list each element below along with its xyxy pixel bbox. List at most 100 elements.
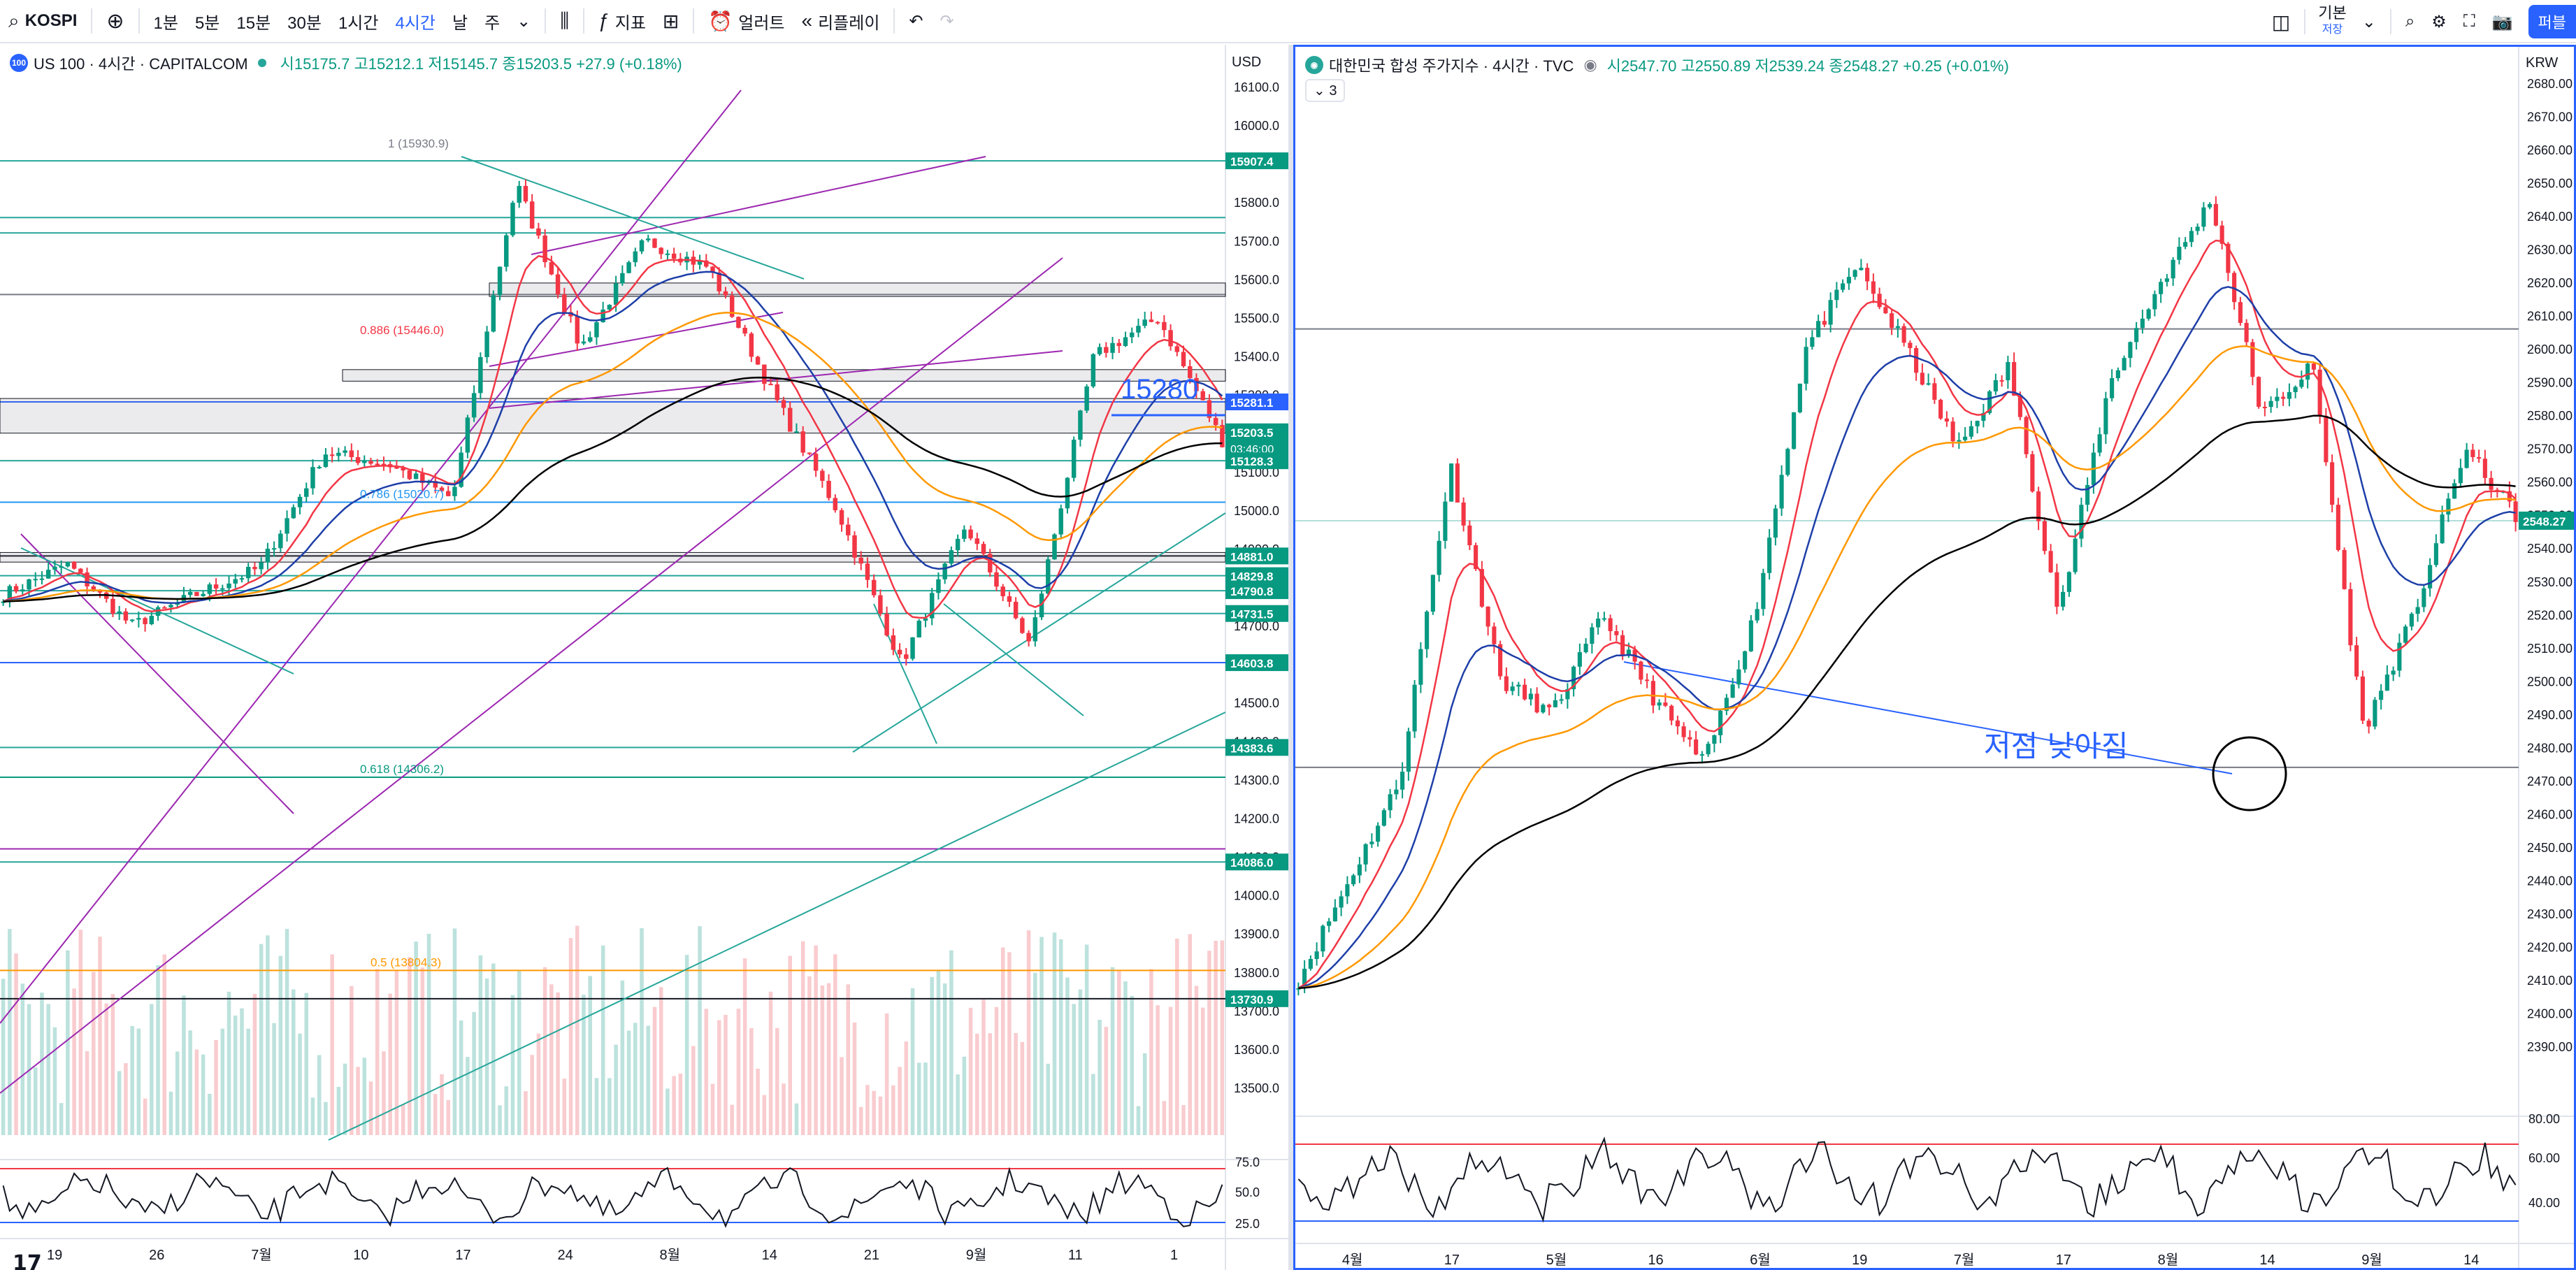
candle-body (542, 235, 547, 263)
candle-body (1834, 289, 1839, 301)
volume-bar (330, 954, 334, 1135)
volume-bar (472, 1011, 476, 1135)
lower-low-annotation: 저점 낮아짐 (1984, 729, 2129, 763)
series-title[interactable]: 대한민국 합성 주가지수 · 4시간 · TVC (1329, 57, 1574, 75)
interval-1m[interactable]: 1분 (153, 13, 178, 33)
candle-body (1583, 644, 1588, 653)
candle-body (375, 463, 380, 466)
interval-week[interactable]: 주 (484, 13, 501, 33)
time-axis-label: 26 (149, 1248, 164, 1263)
candle-body (1883, 307, 1888, 314)
candle-body (1474, 545, 1478, 570)
volume-bar (517, 971, 521, 1135)
currency-label[interactable]: USD (1232, 55, 1262, 70)
compare-button[interactable]: ⊕ (98, 0, 132, 43)
interval-1h[interactable]: 1시간 (338, 13, 379, 33)
alerts-button[interactable]: ⏰ 얼러트 (700, 0, 793, 43)
candle-body (7, 586, 13, 602)
volume-bar (678, 1074, 683, 1135)
volume-bar (833, 954, 837, 1135)
candle-body (775, 384, 780, 401)
interval-dropdown[interactable]: ⌄ (508, 0, 539, 43)
redo-button[interactable]: ↷ (932, 0, 963, 43)
currency-label[interactable]: KRW (2526, 55, 2559, 71)
candle-body (2152, 294, 2157, 310)
candle-body (1155, 322, 1160, 324)
candle-body (549, 262, 554, 275)
volume-bar (910, 988, 915, 1135)
price-tick-label: 2450.00 (2527, 841, 2573, 855)
candle-body (245, 566, 251, 579)
layout-button[interactable]: ◫ (2264, 0, 2298, 43)
legend-collapse-button[interactable]: ⌄ 3 (1305, 79, 1346, 102)
chart-pane-us100[interactable]: 100 US 100 · 4시간 · CAPITALCOM 시15175.7 고… (0, 45, 1288, 1270)
eye-icon[interactable]: ◉ (1583, 56, 1597, 73)
chart-canvas-kospi[interactable]: 2680.00 2670.00 2660.00 2650.00 2640.00 2630.… (1295, 47, 2574, 1268)
volume-bar (956, 1074, 960, 1135)
time-axis-label: 19 (1852, 1253, 1867, 1268)
candle-body (1743, 651, 1748, 670)
price-tick-label: 2600.00 (2527, 342, 2573, 356)
candle-body (1681, 726, 1686, 737)
candle-body (2244, 322, 2249, 342)
chart-canvas-us100[interactable]: 16100.016000.015900.015800.015700.015600… (0, 45, 1288, 1270)
candle-body (226, 583, 231, 589)
volume-bar (762, 1095, 767, 1135)
candle-body (2213, 203, 2218, 226)
save-status: 저장 (2322, 24, 2343, 36)
candle-body (2458, 468, 2463, 484)
volume-bar (324, 1102, 328, 1135)
volume-bar (672, 1076, 676, 1135)
volume-bar (150, 1004, 154, 1135)
candle-body (1877, 294, 1882, 308)
last-price-label: 2548.27 (2523, 515, 2566, 528)
quick-search-button[interactable]: ⌕ (2397, 0, 2423, 43)
price-tick-label: 2490.00 (2527, 708, 2573, 722)
candle-body (1394, 789, 1399, 795)
candle-body (858, 557, 863, 564)
symbol-label: KOSPI (24, 11, 78, 30)
candle-body (2177, 247, 2182, 260)
replay-button[interactable]: « 리플레이 (793, 0, 888, 43)
candle-body (2477, 457, 2482, 459)
interval-15m[interactable]: 15분 (236, 13, 271, 33)
interval-4h[interactable]: 4시간 (395, 13, 436, 33)
split-layout-icon: ◫ (2271, 10, 2291, 33)
indicators-button[interactable]: ƒ 지표 (590, 0, 654, 43)
candle-body (1706, 744, 1711, 755)
layout-dropdown[interactable]: ⌄ (2354, 0, 2384, 43)
time-axis-label: 19 (47, 1248, 62, 1263)
price-level-tag (1225, 567, 1288, 584)
candle-body (1071, 440, 1077, 478)
interval-30m[interactable]: 30분 (287, 13, 322, 33)
undo-button[interactable]: ↶ (900, 0, 931, 43)
chevron-down-icon: ⌄ (2361, 12, 2376, 31)
time-axis-label: 4월 (1342, 1252, 1363, 1268)
save-layout-button[interactable]: 기본 저장 (2311, 5, 2353, 38)
fullscreen-button[interactable]: ⛶ (2455, 0, 2484, 43)
chart-pane-kospi[interactable]: ◉ 대한민국 합성 주가지수 · 4시간 · TVC ◉ 시2547.70 고2… (1293, 45, 2576, 1270)
volume-bar (620, 980, 625, 1135)
interval-5m[interactable]: 5분 (194, 13, 220, 33)
templates-button[interactable]: ⊞ (654, 0, 687, 43)
candle-body (1065, 477, 1070, 509)
volume-bar (594, 1078, 599, 1135)
price-level-tag-label: 14086.0 (1230, 856, 1273, 869)
candle-body (2513, 501, 2518, 522)
candle-body (2433, 543, 2438, 565)
screenshot-button[interactable]: 📷 (2484, 0, 2521, 43)
candle-body (865, 563, 870, 580)
interval-day[interactable]: 날 (452, 13, 468, 33)
candle-body (136, 618, 141, 620)
volume-bar (466, 1057, 470, 1135)
symbol-search[interactable]: ⌕ KOSPI (0, 0, 85, 43)
volume-bar (1104, 1027, 1109, 1135)
settings-button[interactable]: ⚙ (2423, 0, 2455, 43)
pane-divider[interactable] (1288, 45, 1293, 1270)
candle-body (1058, 508, 1063, 535)
candle-body (1200, 391, 1205, 401)
candle-body (2281, 396, 2286, 399)
publish-button[interactable]: 퍼블 (2528, 5, 2576, 38)
chart-type-button[interactable]: ⫼ (552, 0, 577, 43)
series-title[interactable]: US 100 · 4시간 · CAPITALCOM (34, 55, 248, 73)
